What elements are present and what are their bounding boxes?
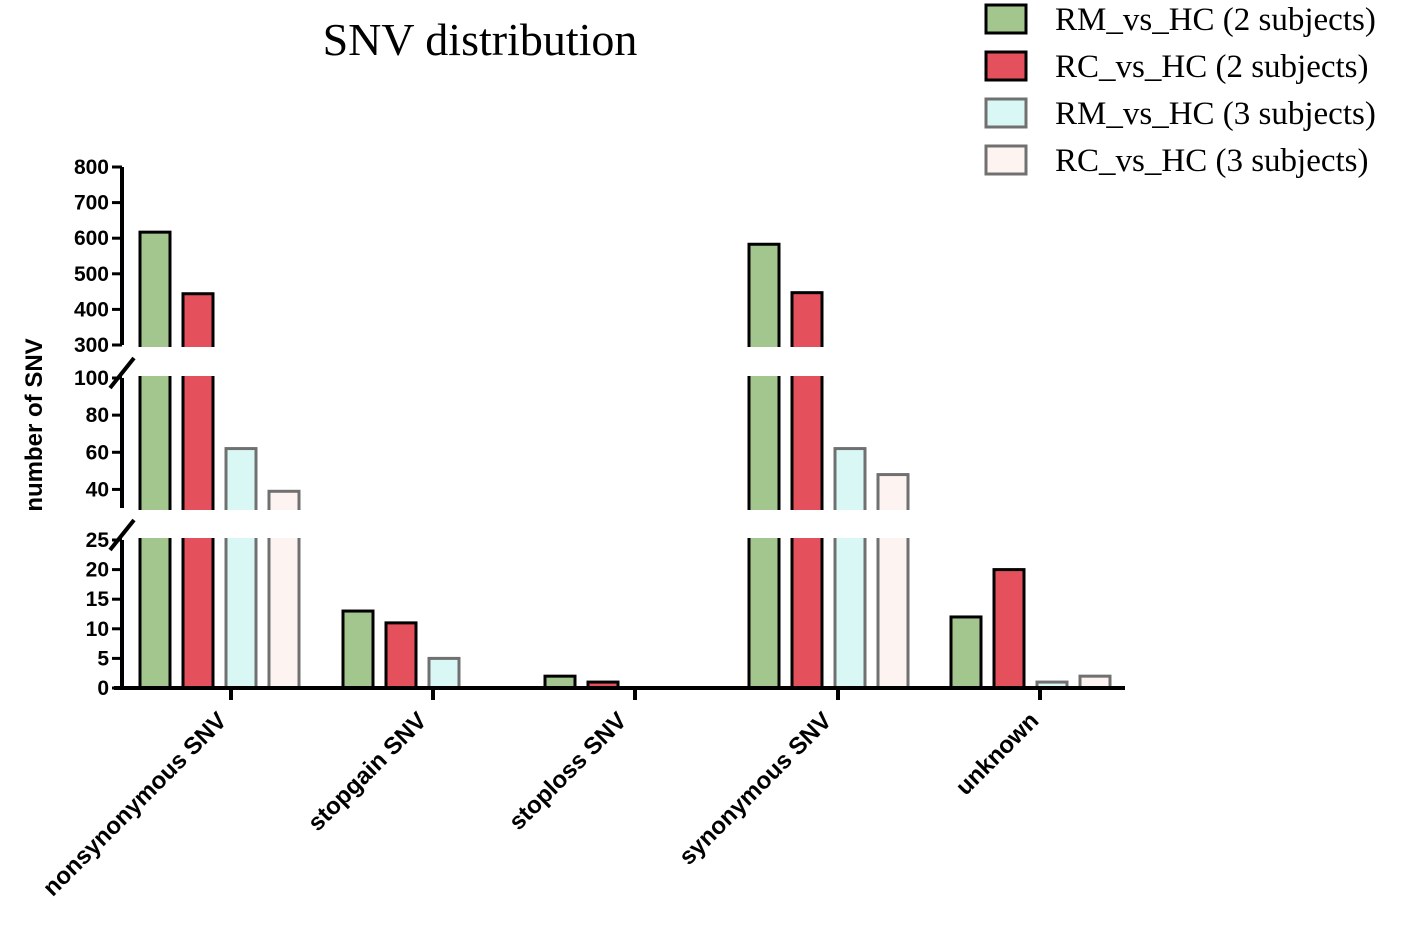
y-tick-label-1-1: 60 bbox=[86, 441, 109, 464]
y-tick-label-1-0: 40 bbox=[86, 478, 109, 501]
y-tick-label-1-2: 80 bbox=[86, 404, 109, 427]
y-tick-label-0-3: 15 bbox=[86, 588, 110, 611]
chart-title: SNV distribution bbox=[323, 14, 638, 65]
y-tick-label-0-0: 0 bbox=[97, 677, 109, 700]
y-tick-label-0-5: 25 bbox=[86, 529, 110, 552]
legend-swatch-1 bbox=[984, 50, 1028, 82]
axis-break-gap-0 bbox=[125, 510, 1128, 538]
category-label-1: stopgain SNV bbox=[303, 707, 432, 836]
bar-4-0 bbox=[949, 615, 983, 690]
legend-swatch-0 bbox=[984, 3, 1028, 35]
category-label-3: synonymous SNV bbox=[674, 707, 837, 870]
legend-swatch-3 bbox=[984, 144, 1028, 176]
y-tick-label-2-2: 500 bbox=[74, 263, 109, 286]
legend-label-0: RM_vs_HC (2 subjects) bbox=[1055, 2, 1376, 38]
y-tick-label-2-3: 600 bbox=[74, 227, 109, 250]
bar-0-0 bbox=[138, 230, 172, 690]
y-tick-label-0-2: 10 bbox=[86, 618, 109, 641]
category-labels: nonsynonymous SNV stopgain SNV stoploss SN… bbox=[38, 707, 1044, 901]
bar-3-2 bbox=[833, 447, 867, 690]
bar-0-2 bbox=[224, 447, 258, 690]
bar-1-2 bbox=[427, 656, 461, 690]
bar-3-3 bbox=[876, 473, 910, 690]
axis-break-mark-0 bbox=[108, 518, 136, 552]
category-label-4: unknown bbox=[951, 707, 1045, 801]
axes-group: 0 5 10 15 20 25 40 60 80 100 300 400 500 600 700 800 bbox=[74, 156, 1125, 700]
y-tick-label-2-5: 800 bbox=[74, 156, 109, 179]
bars-group bbox=[125, 230, 1128, 690]
axis-break-mark-1 bbox=[108, 356, 136, 390]
bar-1-0 bbox=[341, 609, 375, 690]
category-label-2: stoploss SNV bbox=[504, 707, 632, 835]
category-label-0: nonsynonymous SNV bbox=[38, 707, 232, 901]
legend-label-3: RC_vs_HC (3 subjects) bbox=[1055, 143, 1369, 179]
axis-break-gaps bbox=[125, 347, 1128, 538]
y-axis-label: number of SNV bbox=[21, 338, 48, 511]
y-tick-label-0-1: 5 bbox=[97, 647, 109, 670]
bar-1-1 bbox=[384, 621, 418, 690]
y-tick-label-1-3: 100 bbox=[74, 367, 109, 390]
y-tick-label-2-0: 300 bbox=[74, 334, 109, 357]
bar-3-0 bbox=[747, 242, 781, 690]
legend-swatch-2 bbox=[984, 97, 1028, 129]
legend-label-1: RC_vs_HC (2 subjects) bbox=[1055, 49, 1369, 85]
axis-break-gap-1 bbox=[125, 347, 1128, 376]
y-tick-label-2-4: 700 bbox=[74, 192, 109, 215]
y-tick-label-0-4: 20 bbox=[86, 559, 109, 582]
legend-label-2: RM_vs_HC (3 subjects) bbox=[1055, 96, 1376, 132]
bar-4-1 bbox=[992, 568, 1026, 690]
y-tick-label-2-1: 400 bbox=[74, 298, 109, 321]
legend: RM_vs_HC (2 subjects) RC_vs_HC (2 subject… bbox=[984, 2, 1376, 179]
